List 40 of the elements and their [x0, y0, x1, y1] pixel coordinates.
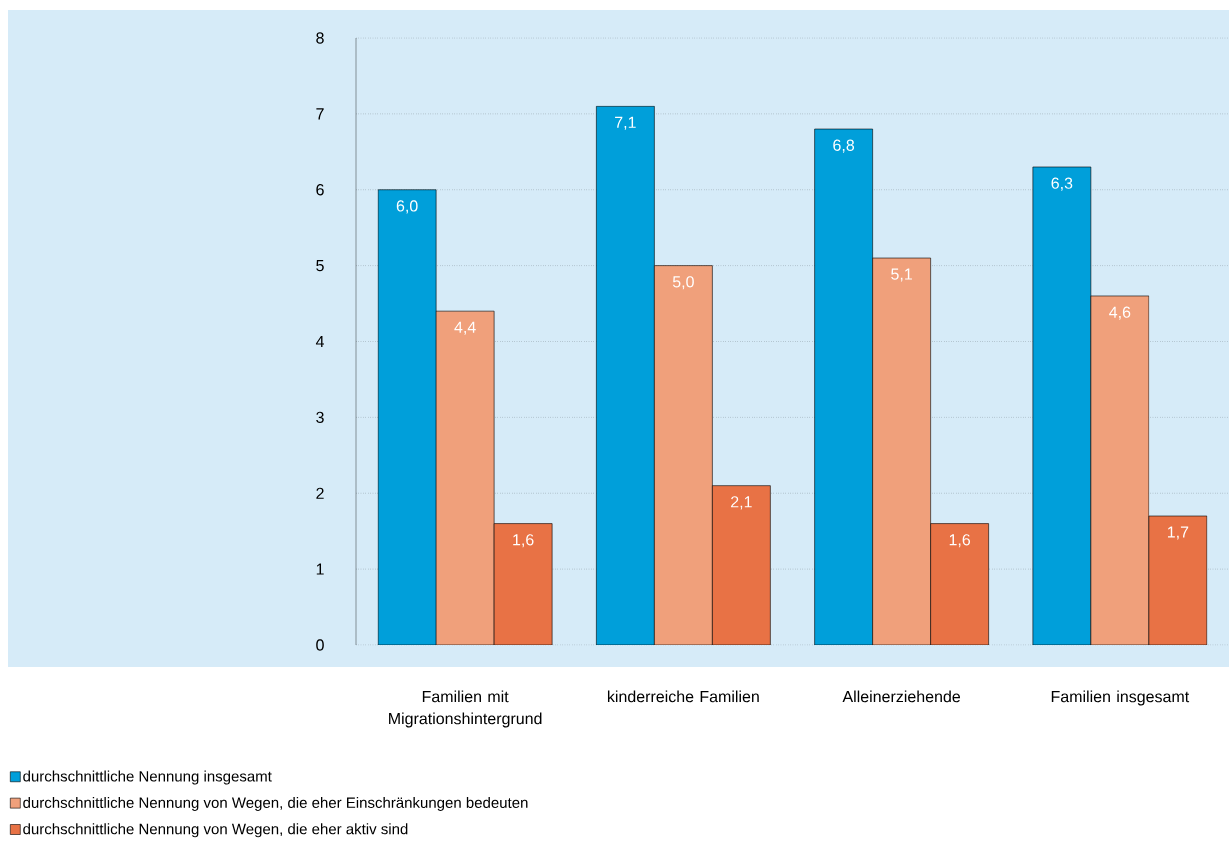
y-tick-label: 0	[316, 639, 324, 651]
x-tick-label: Familien insgesamt	[1051, 690, 1190, 706]
data-label: 5,1	[891, 268, 912, 282]
data-label: 2,1	[731, 496, 752, 510]
y-tick-label: 3	[316, 411, 324, 424]
legend-label: durchschnittliche Nennung von Wegen, die eher aktiv sind	[23, 823, 408, 838]
bar	[712, 485, 771, 645]
bar	[654, 265, 713, 645]
bar	[596, 105, 655, 645]
bar	[930, 523, 989, 645]
data-label: 1,6	[513, 534, 534, 548]
y-tick-label: 5	[316, 260, 324, 272]
y-tick-label: 7	[316, 108, 324, 120]
data-label: 7,1	[615, 116, 636, 130]
x-tick-label: Familien mit Migrationshintergrund	[389, 690, 542, 728]
y-tick-label: 8	[316, 32, 324, 44]
y-tick-label: 4	[315, 335, 324, 347]
x-tick-label: kinderreiche Familien	[607, 690, 759, 703]
bar	[493, 523, 553, 645]
data-label: 6,3	[1051, 177, 1073, 191]
y-tick-label: 6	[316, 184, 324, 196]
data-label: 5,0	[672, 276, 694, 290]
bar	[1032, 166, 1092, 645]
legend-label: durchschnittliche Nennung insgesamt	[23, 770, 272, 785]
data-label: 1,7	[1167, 526, 1189, 540]
bar	[814, 128, 873, 645]
bar	[435, 310, 495, 645]
bar	[1148, 515, 1208, 645]
bar	[872, 257, 931, 645]
bar	[377, 189, 437, 645]
x-tick-label: Alleinerziehende	[842, 690, 961, 703]
bar	[1090, 295, 1150, 645]
data-label: 4,4	[454, 321, 476, 335]
y-tick-label: 2	[316, 487, 324, 499]
data-label: 1,6	[949, 534, 971, 548]
legend-label: durchschnittliche Nennung von Wegen, die eher Einschränkungen bedeuten	[23, 796, 528, 811]
data-label: 6,8	[833, 139, 855, 153]
data-label: 6,0	[396, 200, 418, 214]
data-label: 4,6	[1109, 306, 1131, 320]
y-tick-label: 1	[316, 563, 324, 575]
